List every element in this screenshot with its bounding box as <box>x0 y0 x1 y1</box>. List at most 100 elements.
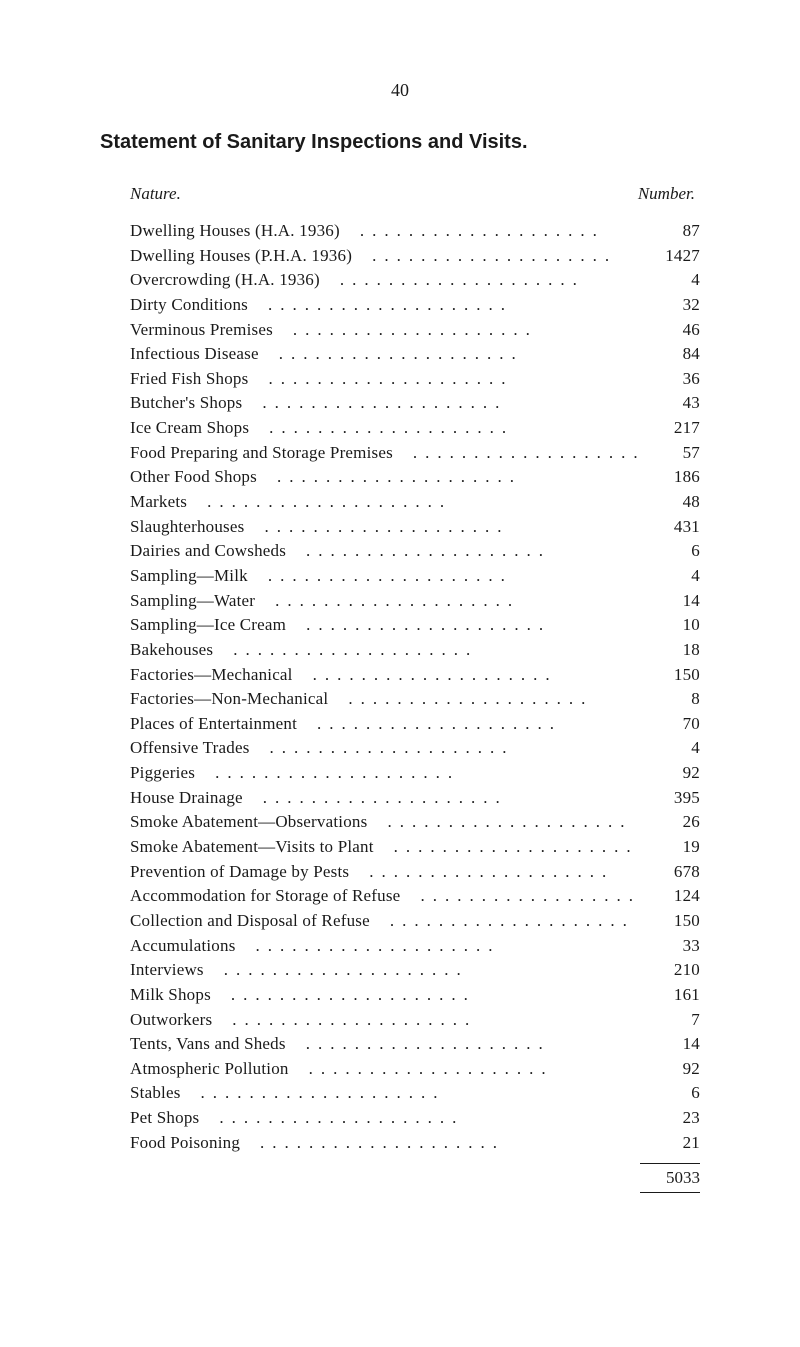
row-dots: .................... <box>242 391 640 416</box>
table-row: Places of Entertainment.................… <box>130 712 700 737</box>
table-row: Factories—Mechanical....................… <box>130 663 700 688</box>
row-dots: .................... <box>273 318 640 343</box>
table-row: Fried Fish Shops....................36 <box>130 367 700 392</box>
row-label: Accommodation for Storage of Refuse <box>130 884 400 909</box>
row-value: 4 <box>640 268 700 293</box>
table-row: Markets....................48 <box>130 490 700 515</box>
row-label: Accumulations <box>130 934 236 959</box>
total-value: 5033 <box>640 1163 700 1193</box>
row-dots: .................... <box>243 786 640 811</box>
row-value: 124 <box>640 884 700 909</box>
row-dots: .................... <box>244 515 640 540</box>
table-row: Sampling—Milk....................4 <box>130 564 700 589</box>
table-row: Slaughterhouses....................431 <box>130 515 700 540</box>
row-value: 46 <box>640 318 700 343</box>
row-value: 32 <box>640 293 700 318</box>
row-dots: .................... <box>187 490 640 515</box>
row-value: 4 <box>640 736 700 761</box>
row-label: Overcrowding (H.A. 1936) <box>130 268 320 293</box>
row-value: 7 <box>640 1008 700 1033</box>
row-label: Sampling—Milk <box>130 564 248 589</box>
row-dots: .................... <box>370 909 640 934</box>
row-value: 23 <box>640 1106 700 1131</box>
row-label: House Drainage <box>130 786 243 811</box>
row-value: 70 <box>640 712 700 737</box>
row-dots: .................... <box>289 1057 640 1082</box>
row-dots: .................... <box>286 613 640 638</box>
row-value: 8 <box>640 687 700 712</box>
row-value: 186 <box>640 465 700 490</box>
row-dots: .................... <box>297 712 640 737</box>
row-value: 43 <box>640 391 700 416</box>
row-dots: .................... <box>286 1032 640 1057</box>
row-label: Factories—Mechanical <box>130 663 293 688</box>
row-label: Smoke Abatement—Observations <box>130 810 367 835</box>
row-label: Food Poisoning <box>130 1131 240 1156</box>
row-label: Sampling—Water <box>130 589 255 614</box>
table-row: Food Preparing and Storage Premises.....… <box>130 441 700 466</box>
row-value: 161 <box>640 983 700 1008</box>
table-row: Offensive Trades....................4 <box>130 736 700 761</box>
row-value: 6 <box>640 539 700 564</box>
row-label: Places of Entertainment <box>130 712 297 737</box>
table-row: Dwelling Houses (H.A. 1936).............… <box>130 219 700 244</box>
row-label: Tents, Vans and Sheds <box>130 1032 286 1057</box>
row-label: Fried Fish Shops <box>130 367 248 392</box>
row-value: 36 <box>640 367 700 392</box>
row-label: Dwelling Houses (P.H.A. 1936) <box>130 244 352 269</box>
table-row: House Drainage....................395 <box>130 786 700 811</box>
column-header-nature: Nature. <box>130 184 638 204</box>
table-row: Accommodation for Storage of Refuse.....… <box>130 884 700 909</box>
row-dots: .................... <box>236 934 640 959</box>
row-label: Pet Shops <box>130 1106 199 1131</box>
table-row: Sampling—Ice Cream....................10 <box>130 613 700 638</box>
table-row: Food Poisoning....................21 <box>130 1131 700 1156</box>
table-row: Milk Shops....................161 <box>130 983 700 1008</box>
row-value: 10 <box>640 613 700 638</box>
row-dots: .................... <box>213 638 640 663</box>
row-dots: .................... <box>211 983 640 1008</box>
table-row: Interviews....................210 <box>130 958 700 983</box>
row-dots: .................... <box>286 539 640 564</box>
row-value: 48 <box>640 490 700 515</box>
main-heading: Statement of Sanitary Inspections and Vi… <box>100 131 700 154</box>
row-label: Prevention of Damage by Pests <box>130 860 349 885</box>
row-dots: .................... <box>393 441 640 466</box>
table-row: Prevention of Damage by Pests...........… <box>130 860 700 885</box>
table-row: Smoke Abatement—Visits to Plant.........… <box>130 835 700 860</box>
row-value: 18 <box>640 638 700 663</box>
row-value: 19 <box>640 835 700 860</box>
row-dots: .................... <box>400 884 640 909</box>
table-row: Atmospheric Pollution...................… <box>130 1057 700 1082</box>
row-value: 1427 <box>640 244 700 269</box>
row-dots: .................... <box>367 810 640 835</box>
table-row: Dirty Conditions....................32 <box>130 293 700 318</box>
row-dots: .................... <box>352 244 640 269</box>
row-value: 14 <box>640 589 700 614</box>
row-value: 431 <box>640 515 700 540</box>
table-row: Piggeries....................92 <box>130 761 700 786</box>
row-value: 150 <box>640 663 700 688</box>
row-value: 87 <box>640 219 700 244</box>
row-value: 84 <box>640 342 700 367</box>
row-label: Butcher's Shops <box>130 391 242 416</box>
row-dots: .................... <box>259 342 640 367</box>
row-label: Offensive Trades <box>130 736 250 761</box>
row-label: Smoke Abatement—Visits to Plant <box>130 835 374 860</box>
row-dots: .................... <box>255 589 640 614</box>
row-value: 4 <box>640 564 700 589</box>
total-row: 5033 <box>100 1163 700 1193</box>
row-dots: .................... <box>250 736 640 761</box>
table-row: Stables....................6 <box>130 1081 700 1106</box>
table-row: Dwelling Houses (P.H.A. 1936)...........… <box>130 244 700 269</box>
row-dots: .................... <box>248 367 640 392</box>
row-dots: .................... <box>340 219 640 244</box>
column-header-number: Number. <box>638 184 700 204</box>
table-row: Other Food Shops....................186 <box>130 465 700 490</box>
table-row: Overcrowding (H.A. 1936)................… <box>130 268 700 293</box>
row-dots: .................... <box>293 663 640 688</box>
row-label: Sampling—Ice Cream <box>130 613 286 638</box>
row-value: 26 <box>640 810 700 835</box>
row-label: Outworkers <box>130 1008 212 1033</box>
table-row: Outworkers....................7 <box>130 1008 700 1033</box>
